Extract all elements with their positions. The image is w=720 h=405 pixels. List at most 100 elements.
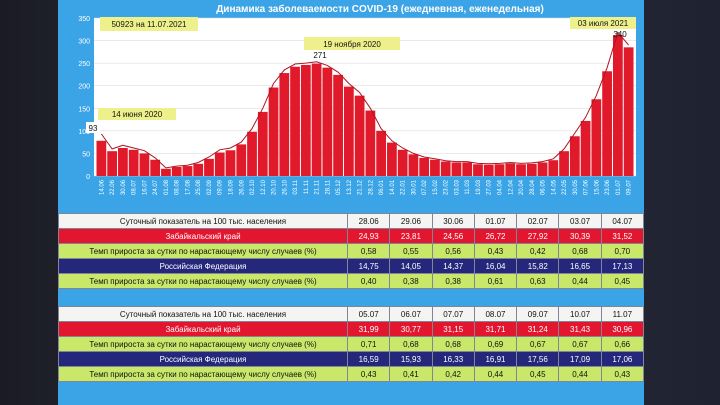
date-cell: 11.07 xyxy=(600,306,645,322)
daily-bar xyxy=(365,110,376,176)
value-cell: 17,13 xyxy=(600,258,645,274)
value-cell: 30,96 xyxy=(600,321,645,337)
value-cell: 0,58 xyxy=(346,243,391,259)
x-tick-label: 28.12 xyxy=(368,179,374,195)
y-tick-label: 100 xyxy=(78,129,90,136)
date-cell: 10.07 xyxy=(558,306,602,322)
value-cell: 30,77 xyxy=(389,321,433,337)
chart-title: Динамика заболеваемости COVID-19 (ежедне… xyxy=(216,3,544,15)
value-cell: 0,38 xyxy=(389,273,433,289)
value-cell: 15,93 xyxy=(389,351,433,367)
header-label: Суточный показатель на 100 тыс. населени… xyxy=(58,306,348,322)
value-cell: 31,99 xyxy=(346,321,391,337)
x-tick-label: 02.09 xyxy=(207,179,213,195)
x-tick-label: 23.06 xyxy=(605,179,611,195)
daily-bar xyxy=(139,153,150,176)
x-tick-label: 03.03 xyxy=(454,179,460,195)
annotation-label-271: 271 xyxy=(313,51,327,60)
x-tick-label: 21.11 xyxy=(315,179,321,194)
x-tick-label: 19.03 xyxy=(476,179,482,195)
x-tick-label: 14.06 xyxy=(99,179,105,195)
daily-bar xyxy=(483,164,494,176)
slide: Динамика заболеваемости COVID-19 (ежедне… xyxy=(58,0,645,405)
value-cell: 0,44 xyxy=(558,366,602,382)
daily-bar xyxy=(505,163,516,176)
x-tick-label: 15.02 xyxy=(433,179,439,195)
value-cell: 17,06 xyxy=(600,351,645,367)
value-cell: 0,68 xyxy=(431,336,475,352)
x-tick-label: 01.07 xyxy=(616,179,622,195)
daily-bar xyxy=(440,161,451,176)
date-cell: 06.07 xyxy=(389,306,433,322)
daily-bar xyxy=(322,67,333,176)
chart-area: Динамика заболеваемости COVID-19 (ежедне… xyxy=(58,0,644,206)
daily-bar xyxy=(397,149,408,176)
x-tick-label: 16.07 xyxy=(142,179,148,195)
table-week-1: Суточный показатель на 100 тыс. населени… xyxy=(58,213,645,289)
daily-bar xyxy=(128,149,139,176)
value-cell: 24,56 xyxy=(431,228,475,244)
table-row-growth-region: Темп прироста за сутки по нарастающему ч… xyxy=(58,243,645,259)
daily-bar xyxy=(569,136,580,176)
value-cell: 17,09 xyxy=(558,351,602,367)
date-cell: 28.06 xyxy=(346,213,391,229)
daily-bar xyxy=(623,47,634,176)
value-cell: 30,39 xyxy=(558,228,602,244)
x-tick-label: 21.12 xyxy=(358,179,364,195)
date-cell: 08.07 xyxy=(473,306,518,322)
annotation-june: 14 июня 2020 xyxy=(112,110,163,119)
x-tick-label: 25.08 xyxy=(196,179,202,195)
value-cell: 0,61 xyxy=(473,273,518,289)
annotation-box-june xyxy=(98,108,176,120)
y-tick-label: 0 xyxy=(86,174,90,181)
table-header-row: Суточный показатель на 100 тыс. населени… xyxy=(58,213,645,229)
x-tick-label: 01.08 xyxy=(164,179,170,195)
value-cell: 0,40 xyxy=(346,273,391,289)
date-cell: 03.07 xyxy=(558,213,602,229)
annotation-november: 19 ноября 2020 xyxy=(323,40,381,49)
annotation-label-340: 340 xyxy=(613,30,627,39)
table-row-growth-region: Темп прироста за сутки по нарастающему ч… xyxy=(58,336,645,352)
value-cell: 0,42 xyxy=(516,243,560,259)
daily-bar xyxy=(494,164,505,176)
y-tick-label: 350 xyxy=(78,16,90,23)
value-cell: 26,72 xyxy=(473,228,518,244)
daily-bar xyxy=(548,160,559,176)
value-cell: 16,04 xyxy=(473,258,518,274)
date-cell: 09.07 xyxy=(516,306,560,322)
daily-bar xyxy=(591,99,602,176)
note-text: 50923 на 11.07.2021 xyxy=(111,20,187,29)
value-cell: 0,68 xyxy=(389,336,433,352)
daily-bar xyxy=(354,95,365,176)
value-cell: 31,15 xyxy=(431,321,475,337)
annotation-july: 03 июля 2021 xyxy=(578,19,629,28)
x-tick-label: 03.11 xyxy=(293,179,299,194)
daily-bar xyxy=(214,152,225,176)
x-tick-label: 30.05 xyxy=(573,179,579,195)
value-cell: 23,81 xyxy=(389,228,433,244)
daily-bar xyxy=(182,166,193,176)
x-tick-label: 18.09 xyxy=(229,179,235,195)
x-tick-label: 27.03 xyxy=(487,179,493,195)
x-tick-label: 22.05 xyxy=(562,179,568,195)
value-cell: 16,59 xyxy=(346,351,391,367)
value-cell: 0,45 xyxy=(600,273,645,289)
daily-bar xyxy=(107,151,118,176)
daily-bar xyxy=(171,166,182,176)
value-cell: 0,44 xyxy=(473,366,518,382)
x-tick-label: 12.04 xyxy=(508,179,514,195)
value-cell: 31,43 xyxy=(558,321,602,337)
x-tick-label: 05.12 xyxy=(336,179,342,195)
x-tick-label: 28.11 xyxy=(325,179,331,194)
value-cell: 0,56 xyxy=(431,243,475,259)
daily-bar xyxy=(225,150,236,176)
value-cell: 17,56 xyxy=(516,351,560,367)
x-tick-label: 12.10 xyxy=(261,179,267,195)
table-row-growth-russia: Темп прироста за сутки по нарастающему ч… xyxy=(58,273,645,289)
daily-bar xyxy=(537,162,548,176)
daily-bar xyxy=(118,148,128,176)
x-tick-label: 07.06 xyxy=(584,179,590,195)
table-week-2: Суточный показатель на 100 тыс. населени… xyxy=(58,306,645,382)
x-tick-label: 11.11 xyxy=(304,179,310,194)
daily-bar xyxy=(257,111,268,176)
